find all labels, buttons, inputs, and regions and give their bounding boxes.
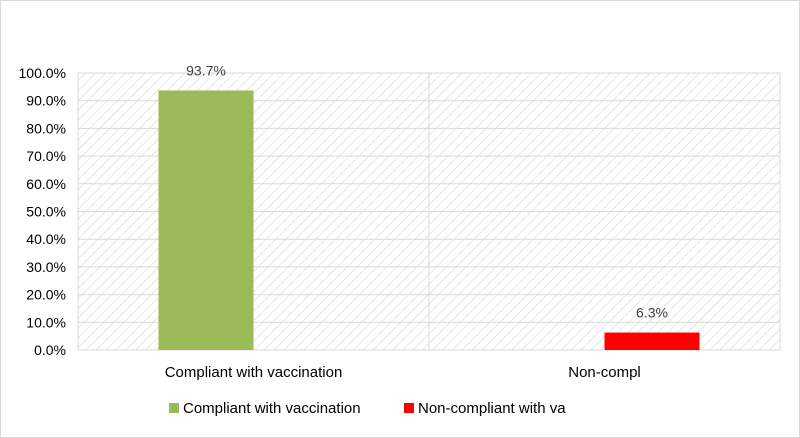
bar: [604, 332, 700, 350]
y-tick-label: 10.0%: [26, 314, 66, 330]
legend-label: Non-compliant with va: [418, 400, 566, 417]
data-label: 6.3%: [636, 305, 668, 321]
legend: Compliant with vaccination Non-compliant …: [169, 400, 566, 417]
category-label: Compliant with vaccination: [165, 364, 343, 381]
bar: [158, 90, 254, 351]
legend-swatch: [404, 403, 414, 413]
y-tick-label: 70.0%: [26, 148, 66, 164]
y-axis: 0.0% 10.0% 20.0% 30.0% 40.0% 50.0% 60.0% 70.0% 8…: [19, 65, 66, 358]
y-tick-label: 40.0%: [26, 231, 66, 247]
x-axis: Compliant with vaccination Non-compl: [165, 364, 641, 381]
data-labels: 93.7% 6.3%: [186, 62, 668, 320]
data-label: 93.7%: [186, 62, 226, 78]
y-tick-label: 50.0%: [26, 204, 66, 220]
y-tick-label: 60.0%: [26, 176, 66, 192]
y-tick-label: 100.0%: [19, 65, 66, 81]
legend-swatch: [169, 403, 179, 413]
bars: [158, 90, 700, 351]
y-tick-label: 90.0%: [26, 93, 66, 109]
y-tick-label: 80.0%: [26, 120, 66, 136]
y-tick-label: 0.0%: [34, 342, 66, 358]
category-label: Non-compl: [568, 364, 641, 381]
y-tick-label: 20.0%: [26, 287, 66, 303]
y-tick-label: 30.0%: [26, 259, 66, 275]
legend-label: Compliant with vaccination: [183, 400, 361, 417]
